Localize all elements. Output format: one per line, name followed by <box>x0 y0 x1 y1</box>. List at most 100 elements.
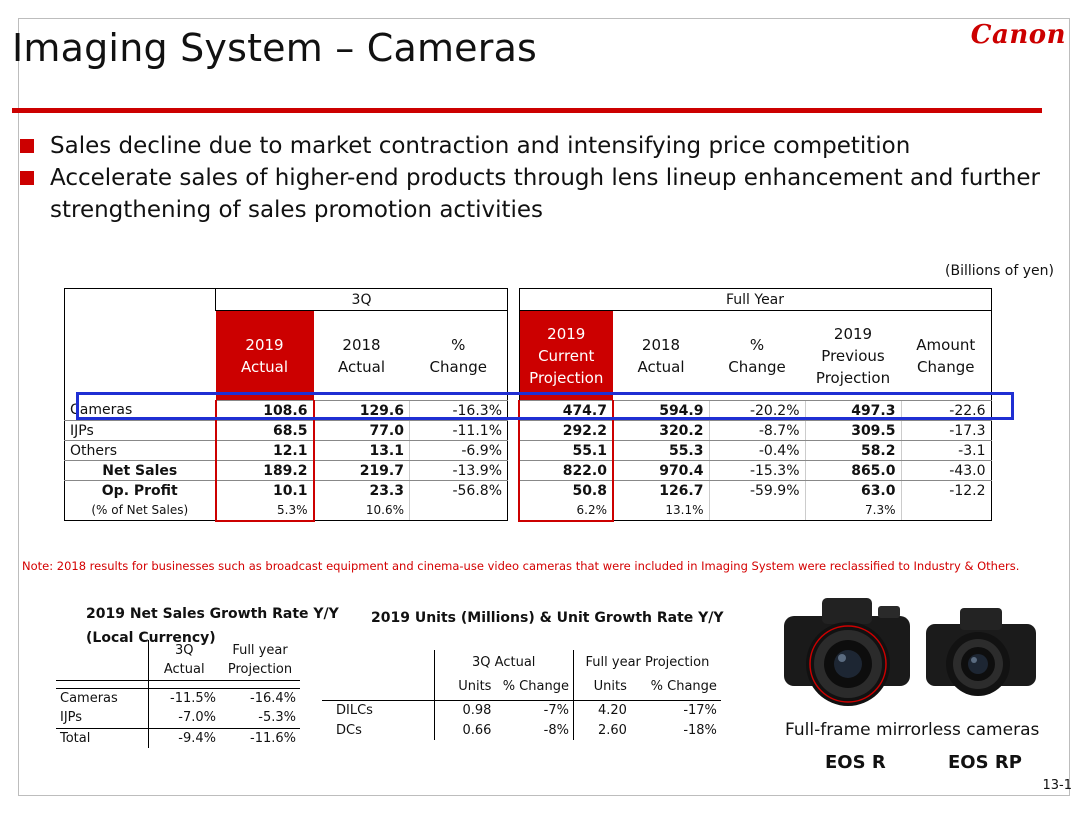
cell-value: -17.3 <box>900 420 992 441</box>
cell-value: 865.0 <box>804 460 901 481</box>
cell-value: 13.1 <box>313 440 410 461</box>
table-group-row: 3Q Full Year <box>64 288 992 311</box>
eos-rp-camera-image <box>926 608 1036 696</box>
cell-value: 10.1 <box>214 480 315 501</box>
cell-value: 822.0 <box>518 460 614 481</box>
cell-value: -56.8% <box>409 480 508 501</box>
table-row: Others 12.1 13.1 -6.9% 55.1 55.3 -0.4% 5… <box>64 440 992 461</box>
cell-value: 6.2% <box>518 500 614 522</box>
cell-value: -16.3% <box>409 400 508 421</box>
cell-value: -7.0% <box>147 708 220 729</box>
header-fy-change: % Change <box>709 310 805 401</box>
row-label: (% of Net Sales) <box>64 500 216 521</box>
cell-value: 0.66 <box>433 720 496 740</box>
bullet-list: Sales decline due to market contraction … <box>20 130 1048 226</box>
header-fy-amount-change: Amount Change <box>901 310 992 401</box>
cell-value: -6.9% <box>409 440 508 461</box>
bullet-item: Sales decline due to market contraction … <box>20 130 1048 162</box>
cell-value: 5.3% <box>214 500 315 522</box>
cell-value: 55.1 <box>518 440 614 461</box>
cell-value: -20.2% <box>708 400 805 421</box>
row-label: DCs <box>336 722 362 738</box>
cell-value: 0.98 <box>433 700 496 720</box>
cell-value: -17% <box>683 702 717 718</box>
cell-value: 309.5 <box>804 420 901 441</box>
cell-value: 55.3 <box>613 440 709 461</box>
cell-value: 50.8 <box>518 480 614 501</box>
cell-value: -11.5% <box>147 687 220 708</box>
cell-value: -15.3% <box>708 460 805 481</box>
growth-header-fy-sub: Projection <box>220 660 300 681</box>
cell-value: 108.6 <box>214 400 315 421</box>
cell-value: -43.0 <box>900 460 992 481</box>
cell-value: -59.9% <box>708 480 805 501</box>
eos-r-label: EOS R <box>825 752 886 773</box>
table-row: Op. Profit 10.1 23.3 -56.8% 50.8 126.7 -… <box>64 480 992 501</box>
title-divider <box>12 108 1042 113</box>
cell-value: -16.4% <box>220 687 300 708</box>
units-table: 3Q Actual Full year Projection Units % C… <box>322 650 721 740</box>
row-label: Op. Profit <box>64 480 216 501</box>
units-header-change: % Change <box>495 674 574 701</box>
group-full-year: Full Year <box>518 288 992 311</box>
table-row: IJPs -7.0% -5.3% <box>56 708 300 729</box>
table-row: Total -9.4% -11.6% <box>56 728 300 748</box>
cell-value: -18% <box>683 722 717 738</box>
table-row: DILCs 0.98 -7% 4.20 -17% <box>322 700 721 720</box>
cell-value: -13.9% <box>409 460 508 481</box>
units-header-units: Units <box>573 674 631 701</box>
units-header-change: % Change <box>630 674 721 701</box>
bullet-item: Accelerate sales of higher-end products … <box>20 162 1048 226</box>
cell-value: 13.1% <box>613 500 709 521</box>
bullet-square-icon <box>20 139 34 153</box>
row-label: IJPs <box>64 420 216 441</box>
cell-value: 77.0 <box>313 420 410 441</box>
table-row: IJPs 68.5 77.0 -11.1% 292.2 320.2 -8.7% … <box>64 420 992 441</box>
row-label: Others <box>64 440 216 461</box>
row-label: Cameras <box>64 400 216 421</box>
table-corner <box>64 288 216 311</box>
cameras-caption: Full-frame mirrorless cameras <box>785 720 1040 740</box>
growth-header-3q: 3Q <box>147 640 220 660</box>
row-label: Net Sales <box>64 460 216 481</box>
results-table: 3Q Full Year 2019 Actual 2018 Actual % C… <box>64 288 992 522</box>
units-header-3q: 3Q Actual <box>433 650 574 674</box>
cell-value <box>409 500 508 521</box>
eos-rp-label: EOS RP <box>948 752 1022 773</box>
bullet-square-icon <box>20 171 34 185</box>
cell-value: 7.3% <box>804 500 901 521</box>
header-fy-2019-previous: 2019 Previous Projection <box>805 310 901 401</box>
cell-value: 320.2 <box>613 420 709 441</box>
cell-value: -8% <box>495 720 574 740</box>
cell-value: 10.6% <box>313 500 410 521</box>
table-header-row: 2019 Actual 2018 Actual % Change 2019 Cu… <box>64 310 992 401</box>
cell-value <box>900 500 992 521</box>
page-number: 13-1 <box>1042 778 1072 793</box>
bullet-text: Accelerate sales of higher-end products … <box>50 165 1040 223</box>
growth-rate-table: 3Q Full year Actual Projection Cameras -… <box>56 640 300 748</box>
table-row: Cameras 108.6 129.6 -16.3% 474.7 594.9 -… <box>64 400 992 421</box>
cell-value: 4.20 <box>597 702 627 718</box>
header-fy-2018-actual: 2018 Actual <box>613 310 709 401</box>
growth-header-3q-sub: Actual <box>147 660 220 681</box>
cell-value: 292.2 <box>518 420 614 441</box>
cell-value: 970.4 <box>613 460 709 481</box>
cell-value: -5.3% <box>220 708 300 729</box>
table-row: (% of Net Sales) 5.3% 10.6% 6.2% 13.1% 7… <box>64 500 992 522</box>
page-title: Imaging System – Cameras <box>12 26 538 70</box>
cell-value: 23.3 <box>369 482 404 499</box>
growth-header-fy: Full year <box>232 642 288 658</box>
footnote: Note: 2018 results for businesses such a… <box>22 559 1020 573</box>
header-fy-2019-current: 2019 Current Projection <box>518 310 613 401</box>
header-3q-change: % Change <box>409 310 508 401</box>
bullet-text: Sales decline due to market contraction … <box>50 133 911 159</box>
cell-value: 2.60 <box>597 722 627 738</box>
table-row: Cameras -11.5% -16.4% <box>56 687 300 708</box>
cell-value: 63.0 <box>804 480 901 501</box>
eos-r-camera-image <box>784 598 910 706</box>
cell-value: 474.7 <box>518 400 614 421</box>
unit-note: (Billions of yen) <box>945 263 1054 279</box>
cell-value: -11.1% <box>409 420 508 441</box>
canon-logo: Canon <box>970 20 1066 50</box>
slide <box>18 18 1070 796</box>
